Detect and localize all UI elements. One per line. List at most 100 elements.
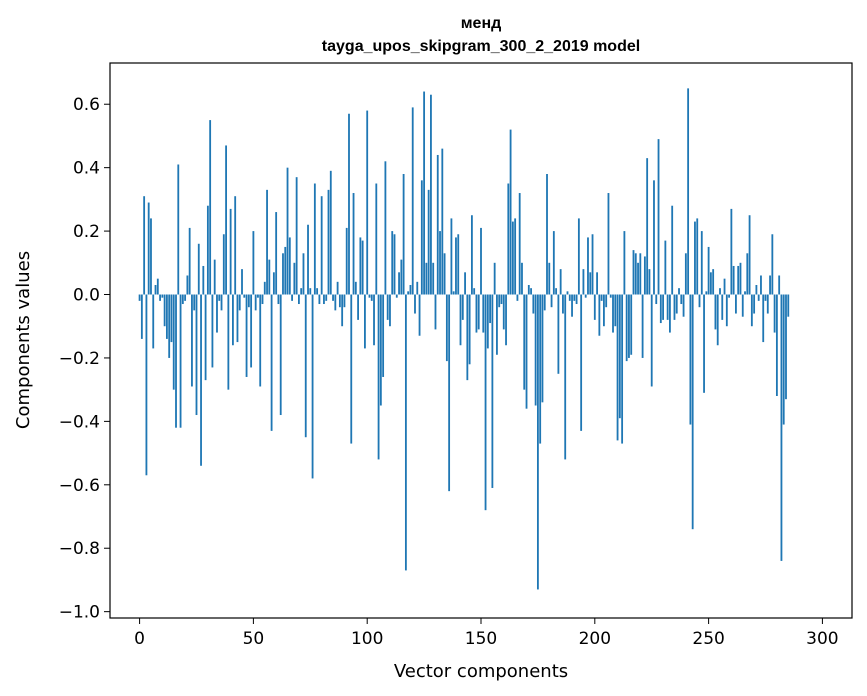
bar [623,231,626,295]
bar [475,294,478,333]
bar [343,294,346,308]
bar [452,291,455,295]
bar [414,294,416,314]
bar [489,294,492,324]
bar [493,262,496,295]
y-tick-label: −1.0 [59,603,100,623]
bar [757,294,760,301]
bar [646,158,649,295]
bar [737,265,740,295]
bar [420,180,423,295]
bar [282,253,284,295]
bar [379,294,382,406]
bar [577,218,580,295]
bar [254,294,257,311]
bar [261,294,264,305]
bar [368,294,371,298]
bar [684,253,687,295]
bar [238,294,241,311]
bar [318,294,321,305]
bar [409,285,412,295]
bar [377,294,380,460]
bar [359,237,362,295]
bar [432,262,435,295]
bar [548,262,551,295]
chart-title: менд [461,15,502,32]
bar [247,294,250,308]
bar [491,294,494,488]
bar [311,294,314,479]
bar [209,120,212,295]
bar [625,294,628,362]
y-axis-ticks: −1.0 −0.8 −0.6 −0.4 −0.2 0.0 0.2 0.4 0.6 [59,95,110,623]
bar [352,193,355,295]
bar [138,294,141,301]
bar [279,294,282,416]
bar [614,294,617,327]
bar [457,234,460,295]
bar [309,288,312,295]
bar [680,294,683,305]
bar [259,294,262,387]
bar [334,294,337,311]
bar [348,113,350,295]
bar [505,294,507,346]
bar [275,212,278,295]
bar [780,294,783,561]
y-tick-label: −0.2 [59,349,100,369]
bar [728,294,730,298]
bar [270,294,273,431]
bar [245,294,248,377]
bar [650,294,653,387]
bar [234,196,237,295]
y-tick-label: −0.4 [59,412,100,432]
bar [243,294,246,298]
bar [263,281,266,295]
bar [320,196,323,295]
bar [612,294,614,333]
bar [698,294,701,308]
bar [575,294,578,305]
bar [386,294,389,320]
bar [628,294,630,358]
bar [766,294,769,314]
bar [500,294,503,305]
bar [266,189,268,295]
bar [307,224,309,295]
y-tick-label: 0.4 [73,159,100,179]
bar [436,154,439,295]
bar [384,161,387,295]
bar [216,294,218,333]
bar [703,294,705,393]
bar [643,256,646,295]
bar [445,294,448,362]
bar [648,269,651,295]
bar [257,294,259,298]
bar [204,294,207,381]
bar [402,174,405,295]
bar [448,294,451,492]
bar [634,253,637,295]
bar [145,294,148,476]
bar [197,243,200,295]
bar [587,237,589,295]
bar [764,294,767,301]
bar [550,294,553,308]
bar [370,294,373,301]
bar [530,288,532,295]
bar [366,110,369,295]
bar [518,193,521,295]
bar [750,294,753,327]
bar [536,294,539,590]
bar [232,294,234,346]
bar [416,281,419,295]
plot-frame [109,62,853,619]
bar [525,294,528,409]
bar [598,294,601,336]
x-tick-label: 50 [243,629,265,649]
bar [341,294,344,327]
bar [664,240,667,295]
bar [669,294,671,333]
bar [696,218,699,295]
bar [707,246,710,295]
